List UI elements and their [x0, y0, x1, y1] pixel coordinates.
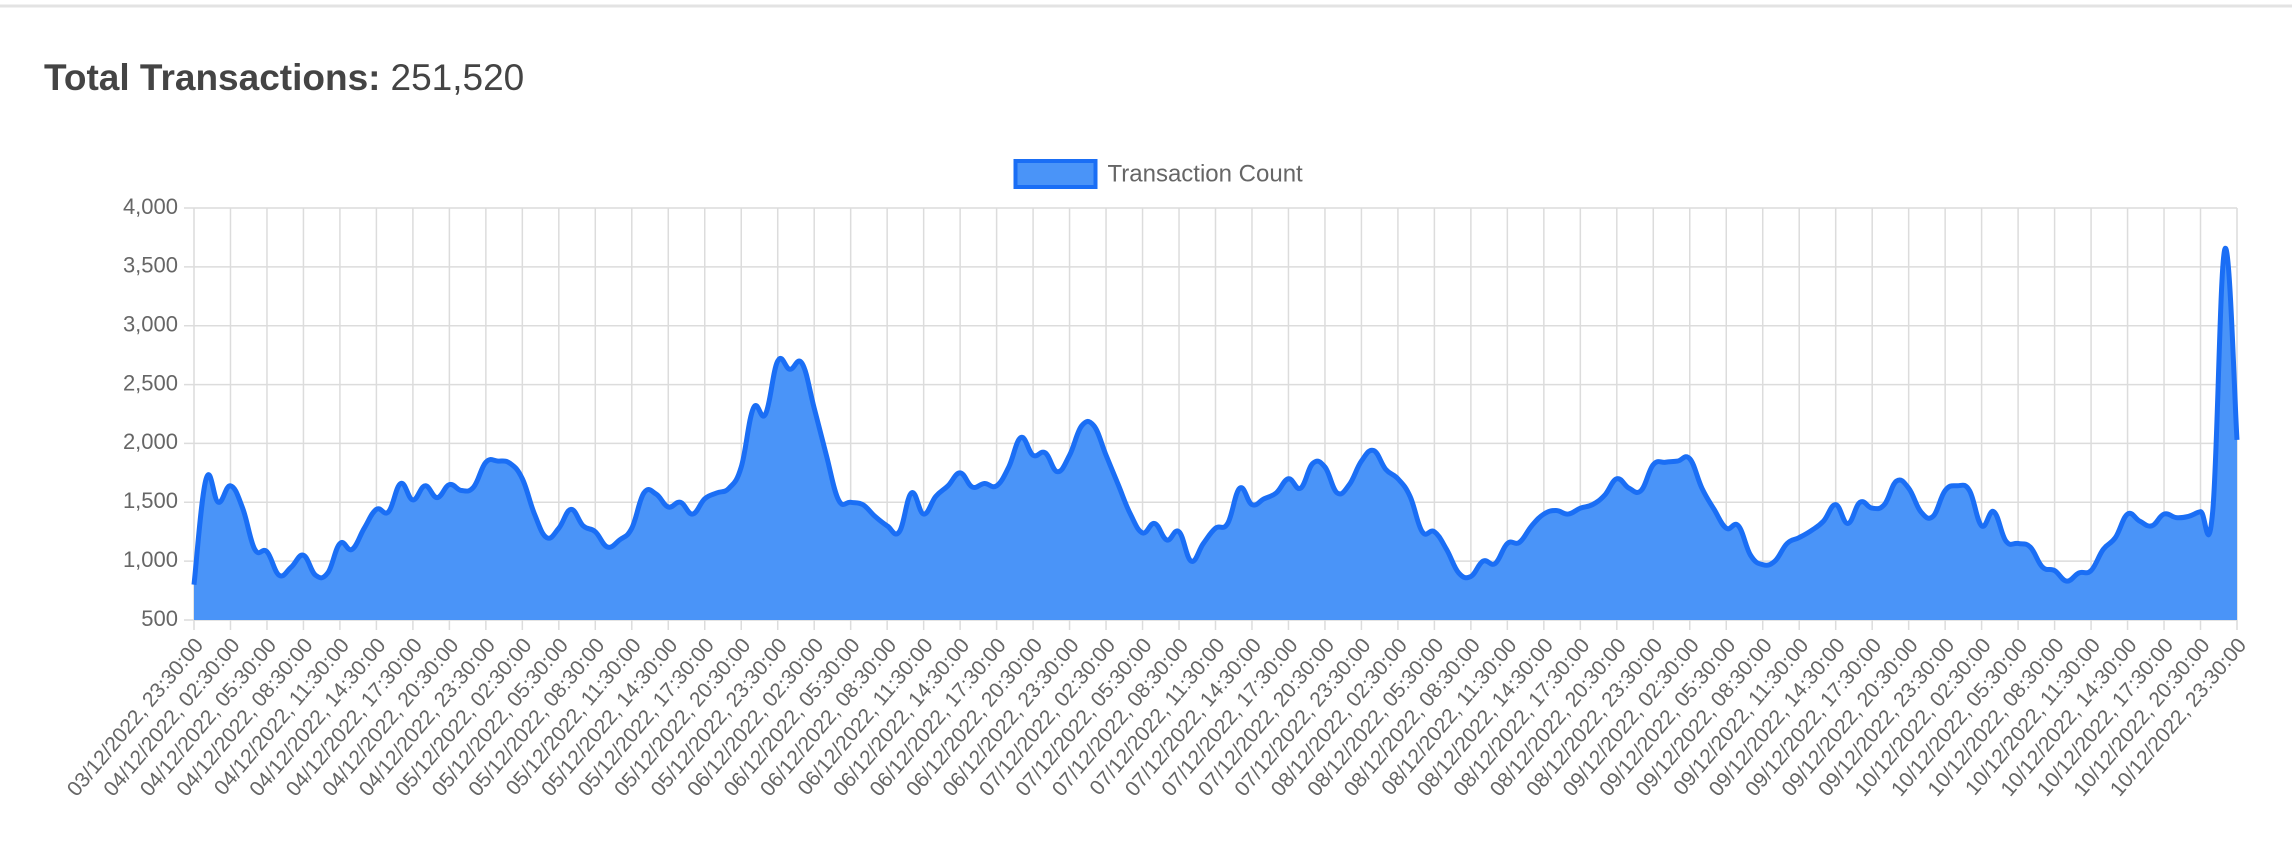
y-tick-label: 1,500: [123, 488, 178, 513]
y-tick-label: 3,000: [123, 312, 178, 337]
title-label: Total Transactions:: [44, 57, 381, 98]
area: [194, 248, 2237, 620]
line: [191, 246, 2240, 585]
legend-swatch: [1013, 159, 1098, 189]
y-tick-label: 500: [141, 606, 178, 631]
chart-title: Total Transactions: 251,520: [44, 57, 524, 98]
title-value: 251,520: [391, 57, 525, 98]
y-tick-label: 4,000: [123, 194, 178, 219]
legend-label: Transaction Count: [1108, 160, 1304, 187]
y-tick-label: 1,000: [123, 547, 178, 572]
y-tick-label: 2,000: [123, 429, 178, 454]
y-tick-label: 3,500: [123, 253, 178, 278]
y-tick-label: 2,500: [123, 370, 178, 395]
